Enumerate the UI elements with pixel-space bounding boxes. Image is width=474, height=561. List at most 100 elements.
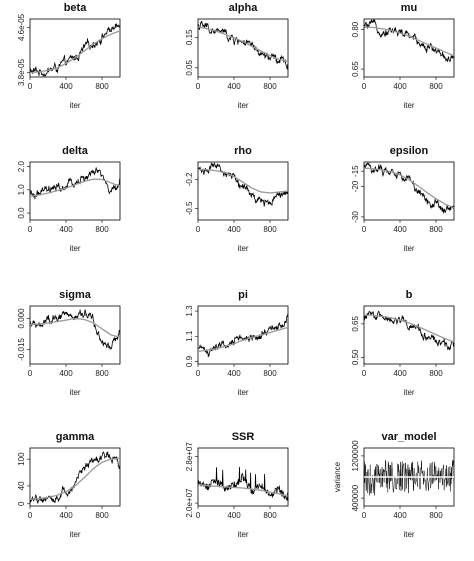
panel-title: rho (234, 145, 252, 157)
y-tick-label: 100 (17, 452, 26, 466)
panel-title: alpha (229, 2, 259, 14)
trace-series-line (363, 459, 455, 496)
running-mean-line (197, 25, 289, 63)
plot-frame (363, 161, 455, 221)
plot-frame (29, 18, 121, 78)
y-tick-label: 40 (17, 481, 26, 490)
running-mean-line (197, 326, 289, 353)
chart-panel-4: delta 0 400 800 iter 0.0 1.0 2.0 (17, 145, 121, 253)
y-tick-label: 1.3 (185, 305, 194, 317)
x-tick-label: 0 (196, 225, 201, 234)
x-tick-label: 800 (263, 225, 277, 234)
plot-frame (29, 305, 121, 365)
chart-panel-7: sigma 0 400 800 iter -0.015 0.000 (17, 289, 121, 397)
x-tick-label: 0 (362, 369, 367, 378)
x-tick-label: 0 (28, 225, 33, 234)
x-tick-label: 800 (429, 511, 443, 520)
chart-panel-2: alpha 0 400 800 iter 0.05 0.15 (185, 2, 289, 110)
x-axis-label: iter (403, 530, 414, 539)
trace-series-line (363, 310, 455, 351)
chart-panel-3: mu 0 400 800 iter 0.65 0.80 (351, 2, 455, 110)
y-tick-label: 0.05 (185, 60, 194, 76)
x-tick-label: 800 (429, 82, 443, 91)
y-tick-label: -0.2 (185, 172, 194, 186)
x-tick-label: 800 (95, 369, 109, 378)
x-axis-label: iter (403, 101, 414, 110)
x-tick-label: 400 (227, 369, 241, 378)
trace-series-line (29, 309, 121, 351)
plot-frame (197, 18, 289, 78)
x-tick-label: 0 (362, 225, 367, 234)
y-tick-label: 0.50 (351, 349, 360, 365)
panel-title: gamma (56, 431, 95, 443)
y-tick-label: -0.5 (185, 201, 194, 215)
plot-frame (197, 447, 289, 507)
x-tick-label: 800 (263, 369, 277, 378)
x-axis-label: iter (237, 530, 248, 539)
y-tick-label: 1.1 (185, 330, 194, 342)
x-tick-label: 400 (59, 82, 73, 91)
trace-series-line (197, 313, 289, 358)
panel-title: SSR (232, 431, 255, 443)
x-tick-label: 0 (362, 82, 367, 91)
panel-title: mu (401, 2, 418, 14)
y-tick-label: 0.9 (185, 355, 194, 367)
x-tick-label: 800 (429, 369, 443, 378)
y-tick-label: -30 (351, 211, 360, 223)
y-tick-label: -0.015 (17, 338, 26, 361)
panel-title: beta (64, 2, 88, 14)
y-tick-label: 1.0 (17, 184, 26, 196)
x-tick-label: 0 (28, 511, 33, 520)
x-tick-label: 400 (393, 369, 407, 378)
trace-series-line (197, 20, 289, 70)
panel-title: sigma (59, 289, 92, 301)
y-tick-label: 2.8e+07 (185, 442, 194, 472)
x-axis-label: iter (237, 388, 248, 397)
running-mean-line (363, 314, 455, 343)
x-tick-label: 400 (393, 225, 407, 234)
x-axis-label: iter (237, 244, 248, 253)
x-tick-label: 400 (393, 82, 407, 91)
x-tick-label: 800 (95, 225, 109, 234)
x-axis-label: iter (69, 388, 80, 397)
x-tick-label: 0 (196, 511, 201, 520)
x-tick-label: 800 (263, 82, 277, 91)
panel-title: b (406, 289, 413, 301)
x-tick-label: 0 (28, 82, 33, 91)
running-mean-line (197, 483, 289, 497)
trace-series-line (363, 162, 455, 214)
chart-panel-5: rho 0 400 800 iter -0.5 -0.2 (185, 145, 289, 253)
x-tick-label: 400 (227, 511, 241, 520)
trace-series-line (197, 162, 289, 207)
x-tick-label: 0 (28, 369, 33, 378)
y-tick-label: 0.0 (17, 207, 26, 219)
running-mean-line (29, 317, 121, 338)
y-tick-label: 2.0e+07 (185, 488, 194, 518)
y-tick-label: 4.6e-05 (17, 13, 26, 41)
y-tick-label: 0.65 (351, 316, 360, 332)
x-axis-label: iter (403, 244, 414, 253)
plot-frame (29, 161, 121, 221)
plot-frame (363, 18, 455, 78)
running-mean-line (198, 169, 289, 194)
y-tick-label: 0.000 (17, 308, 26, 329)
plot-frame (197, 305, 289, 365)
running-mean-line (363, 167, 455, 209)
chart-panel-8: pi 0 400 800 iter 0.9 1.1 1.3 (185, 289, 289, 397)
y-tick-label: 2.0 (17, 161, 26, 173)
x-tick-label: 800 (429, 225, 443, 234)
y-tick-label: 0.15 (185, 29, 194, 45)
x-tick-label: 800 (263, 511, 277, 520)
panel-title: epsilon (390, 145, 429, 157)
y-axis-label: variance (333, 461, 342, 492)
running-mean-line (363, 26, 455, 57)
running-mean-line (29, 457, 121, 500)
panel-title: var_model (381, 431, 436, 443)
x-axis-label: iter (69, 530, 80, 539)
x-tick-label: 800 (95, 511, 109, 520)
x-axis-label: iter (69, 101, 80, 110)
y-tick-label: 0.65 (351, 61, 360, 77)
x-tick-label: 400 (227, 82, 241, 91)
